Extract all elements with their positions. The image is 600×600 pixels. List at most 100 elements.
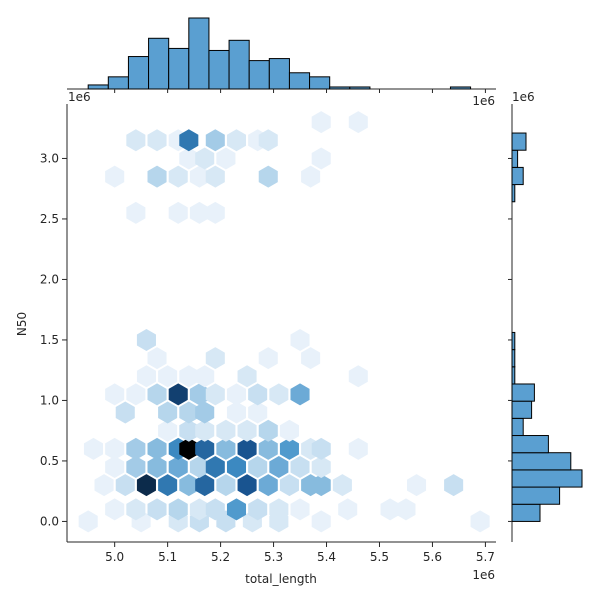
x-tick-label: 5.1 xyxy=(158,550,177,564)
marginal-y-bar xyxy=(511,503,541,522)
hexbin-cell xyxy=(115,401,135,424)
hexbin-cell xyxy=(179,401,199,424)
hexbin-cell xyxy=(195,474,215,497)
hexbin-cell xyxy=(189,498,209,521)
hexbin-cell xyxy=(216,419,236,442)
hexbin-cell xyxy=(105,437,125,460)
marginal-y-bar xyxy=(511,166,524,186)
hexbin-cell xyxy=(311,510,331,533)
y-tick-label: 1.0 xyxy=(40,393,59,407)
x-tick-label: 5.3 xyxy=(264,550,283,564)
hexbin-cell xyxy=(158,419,178,442)
hexbin-cell xyxy=(179,365,199,388)
marginal-x-bar xyxy=(87,84,109,90)
hexbin-cell xyxy=(237,474,257,497)
hexbin-cell xyxy=(279,474,299,497)
hexbin-cell xyxy=(216,147,236,170)
hexbin-cell xyxy=(226,455,247,478)
hexbin-cell xyxy=(179,129,199,152)
hexbin-cell xyxy=(290,455,310,478)
marginal-y-bar xyxy=(511,469,583,488)
marginal-x-histogram xyxy=(67,17,496,93)
hexbin-cell xyxy=(205,129,225,152)
x-tick-label: 5.4 xyxy=(317,550,336,564)
hexbin-cell xyxy=(147,129,167,152)
x-offset-label: 1e6 xyxy=(472,568,495,582)
marginal-y-bar xyxy=(511,184,516,203)
hexbin-cell xyxy=(226,401,247,424)
hexbin-cell xyxy=(168,383,188,406)
hexbin-cell xyxy=(248,383,268,406)
hexbin-cell xyxy=(126,383,146,406)
x-tick-label: 5.7 xyxy=(476,550,495,564)
hexbin-cell xyxy=(195,365,215,388)
hexbin-cell xyxy=(168,498,188,521)
hexbin-cell xyxy=(195,419,215,442)
marginal-x-bar xyxy=(228,39,250,90)
hexbin-cell xyxy=(248,498,268,521)
hexbin-cell xyxy=(444,474,464,497)
hexbin-cell xyxy=(248,455,268,478)
y-tick-label: 2.0 xyxy=(40,272,59,286)
hexbin-cell xyxy=(216,437,236,460)
hexbin-cell xyxy=(136,328,156,351)
hexbin-cell xyxy=(205,347,225,370)
hexbin-cell xyxy=(470,510,490,533)
hexbin-cell xyxy=(338,498,358,521)
hexbin-cell xyxy=(147,347,167,370)
hexbin-cell xyxy=(147,437,167,460)
hexbin-cell xyxy=(168,165,188,188)
hexbin-cell xyxy=(226,498,247,521)
marginal-x-bar xyxy=(127,56,150,90)
marginal-y-bar xyxy=(511,435,549,454)
hexbin-cell xyxy=(269,498,289,521)
hexbin-cell xyxy=(158,365,178,388)
hexbin-cell xyxy=(290,383,310,406)
marginal-y-offset-label: 1e6 xyxy=(512,90,535,104)
hexbin-cell xyxy=(105,383,125,406)
marginal-x-bar xyxy=(208,49,230,90)
hexbin-cell xyxy=(311,147,331,170)
y-tick-label: 1.5 xyxy=(40,333,59,347)
hexbin-cell xyxy=(195,147,215,170)
marginal-x-bar xyxy=(188,17,210,90)
hexbin-cell xyxy=(290,498,310,521)
y-tick-label: 0.0 xyxy=(40,514,59,528)
marginal-y-histogram xyxy=(508,104,583,542)
marginal-x-bar xyxy=(107,76,129,90)
x-tick-label: 5.2 xyxy=(211,550,230,564)
hexbin-cell xyxy=(348,365,368,388)
hexbin-cell xyxy=(258,437,278,460)
hexbin-cell xyxy=(105,455,125,478)
hexbin-cell xyxy=(168,201,188,224)
marginal-x-bar xyxy=(248,60,270,90)
hexbin-cell xyxy=(168,455,188,478)
hexbin-cell xyxy=(332,474,352,497)
x-tick-label: 5.5 xyxy=(370,550,389,564)
marginal-y-bar xyxy=(511,383,535,402)
hexbin-cell xyxy=(195,437,215,460)
y-tick-label: 3.0 xyxy=(40,151,59,165)
marginal-x-bar xyxy=(449,86,472,90)
x-tick-label: 5.6 xyxy=(423,550,442,564)
hexbin-cell xyxy=(396,498,416,521)
hexbin-cell xyxy=(311,474,331,497)
hexbin-cell xyxy=(189,383,209,406)
hexbin-cell xyxy=(126,455,146,478)
hexbin-cell xyxy=(348,437,368,460)
hexbin-cell xyxy=(269,455,289,478)
hexbin-cell xyxy=(258,419,278,442)
marginal-y-bar xyxy=(511,452,572,471)
marginal-y-bar xyxy=(511,366,516,385)
hexbin-cell xyxy=(348,111,368,134)
hexbin-cell xyxy=(407,474,427,497)
x-axis-label: total_length xyxy=(245,572,317,586)
marginal-x-offset-label: 1e6 xyxy=(472,94,495,108)
hexbin-cell xyxy=(205,455,225,478)
x-tick-label: 5.0 xyxy=(105,550,124,564)
marginal-x-bar xyxy=(148,37,170,90)
marginal-y-bar xyxy=(511,349,516,368)
hexbin-cell xyxy=(301,165,321,188)
marginal-y-bar xyxy=(511,486,561,505)
hexbin-cell xyxy=(126,437,146,460)
